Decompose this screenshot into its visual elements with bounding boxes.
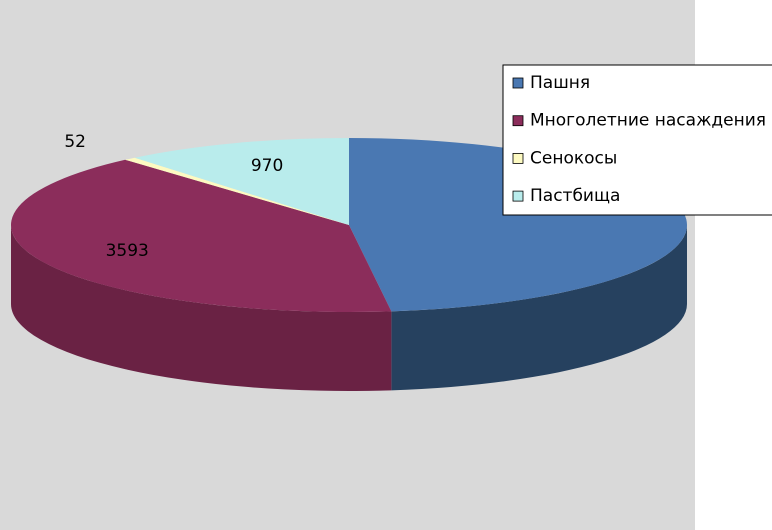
legend-marker xyxy=(512,77,524,89)
legend-label: Пастбища xyxy=(530,186,620,206)
legend-label: Многолетние насаждения xyxy=(530,111,766,131)
data-label: 970 xyxy=(251,156,283,176)
legend: Пашня Многолетние насаждения Сенокосы Пастб… xyxy=(502,64,772,216)
data-label: 3593 xyxy=(106,241,149,261)
legend-label: Сенокосы xyxy=(530,148,617,168)
slice xyxy=(134,138,349,225)
legend-marker xyxy=(512,115,524,127)
data-label: 52 xyxy=(64,132,86,152)
slice-side xyxy=(391,225,687,391)
slice xyxy=(125,157,349,225)
legend-marker xyxy=(512,190,524,202)
pie: 3593 52 970 xyxy=(11,132,687,391)
slice xyxy=(11,159,392,312)
slice-side xyxy=(11,225,392,391)
legend-box xyxy=(502,64,772,216)
legend-label: Пашня xyxy=(530,73,590,93)
legend-marker xyxy=(512,152,524,164)
